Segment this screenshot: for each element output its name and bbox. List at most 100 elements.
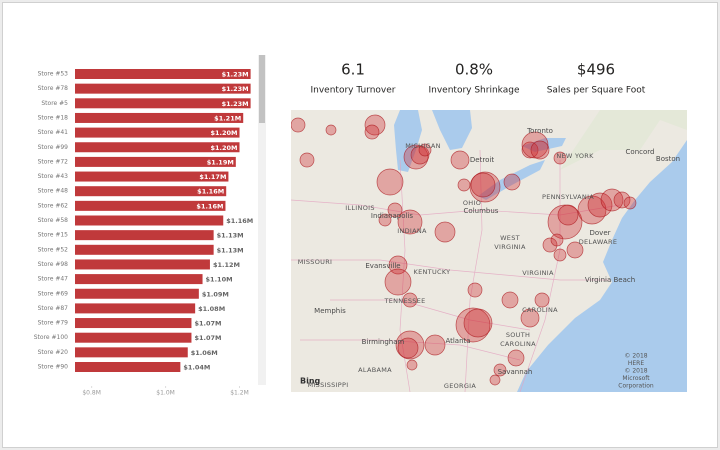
bubble (547, 204, 583, 240)
bubble (503, 173, 521, 191)
bubble (520, 308, 540, 328)
value-label: $1.07M (194, 334, 221, 342)
map-label: Indianapolis (371, 212, 414, 220)
bubbles (291, 114, 637, 386)
lake (522, 138, 566, 152)
bubble (450, 150, 470, 170)
value-label: $1.17M (199, 173, 226, 181)
bar (75, 362, 181, 372)
bubble (402, 292, 418, 308)
bar (75, 200, 226, 211)
category-label: Store #20 (38, 349, 69, 356)
bubble (457, 178, 471, 192)
category-label: Store #47 (38, 276, 69, 283)
bubble (364, 114, 386, 136)
kpi-value: 6.1 (341, 61, 365, 79)
map[interactable]: MICHIGAN Toronto NEW YORK Detroit ConcordBos… (291, 110, 687, 392)
kpi-label: Inventory Shrinkage (429, 86, 520, 96)
bubble (291, 117, 306, 133)
bar (75, 332, 192, 343)
category-label: Store #53 (38, 71, 69, 78)
value-label: $1.23M (222, 85, 249, 93)
bubble (397, 209, 423, 235)
category-label: Store #52 (38, 246, 69, 253)
value-label: $1.20M (210, 144, 237, 152)
category-label: Store #15 (38, 232, 69, 239)
bubble (566, 241, 584, 259)
bar (75, 83, 251, 94)
value-label: $1.10M (206, 276, 233, 284)
map-label: VIRGINIA (494, 243, 526, 251)
bubble (530, 140, 550, 160)
map-labels: MICHIGAN Toronto NEW YORK Detroit ConcordBos… (298, 127, 680, 390)
value-label: $1.07M (194, 320, 221, 328)
value-label: $1.13M (217, 232, 244, 240)
value-label: $1.04M (183, 364, 210, 372)
bubble (550, 233, 564, 247)
map-region (560, 110, 687, 170)
x-tick-label: $0.8M (82, 390, 101, 397)
bubble (424, 334, 446, 356)
bar (75, 288, 199, 299)
kpi-label: Inventory Turnover (311, 86, 396, 96)
bar (75, 303, 196, 314)
category-label: Store #41 (38, 129, 69, 136)
scroll-thumb[interactable] (259, 55, 265, 123)
category-label: Store #58 (38, 217, 69, 224)
map-label: Columbus (464, 207, 499, 215)
bubble (469, 171, 501, 203)
bubble (542, 237, 558, 253)
bubble (378, 213, 392, 227)
map-brand: Bing (300, 377, 321, 386)
bubble (521, 131, 549, 159)
bar (75, 186, 227, 197)
bubble (534, 292, 550, 308)
lake (478, 160, 545, 200)
map-label: OHIO (463, 199, 481, 207)
map-label: TENNESSEE (383, 297, 425, 305)
value-label: $1.20M (210, 129, 237, 137)
map-label: Concord (626, 148, 655, 156)
bubble (553, 151, 567, 165)
map-label: Savannah (498, 368, 533, 376)
map-label: SOUTH (506, 331, 530, 339)
map-label: MISSISSIPPI (308, 381, 349, 389)
ocean (517, 140, 687, 392)
bubble (623, 196, 637, 210)
bubble (387, 202, 403, 218)
bar (75, 171, 229, 182)
bar (75, 215, 224, 226)
bar (75, 127, 240, 138)
value-label: $1.21M (214, 114, 241, 122)
category-label: Store #69 (38, 290, 69, 297)
bubble (489, 374, 501, 386)
map-label: WEST (500, 234, 520, 242)
map-label: Evansville (365, 262, 400, 270)
bubble (463, 308, 493, 338)
category-label: Store #62 (38, 202, 69, 209)
category-label: Store #43 (38, 173, 69, 180)
value-label: $1.12M (213, 261, 240, 269)
category-label: Store #79 (38, 320, 69, 327)
bar (75, 230, 214, 241)
bubble (455, 307, 491, 343)
bubble (325, 124, 337, 136)
x-tick-label: $1.0M (156, 390, 175, 397)
value-label: $1.19M (207, 158, 234, 166)
map-attribution: HERE (628, 360, 644, 367)
map-label: DELAWARE (579, 238, 618, 246)
bar (75, 156, 236, 167)
map-label: Birmingham (362, 338, 405, 346)
value-label: $1.06M (191, 349, 218, 357)
bubble (406, 359, 418, 371)
map-label: Atlanta (445, 337, 470, 345)
map-label: Dover (590, 229, 611, 237)
value-label: $1.16M (196, 202, 223, 210)
scroll-track[interactable] (258, 55, 266, 385)
bubble (376, 168, 404, 196)
bubble (587, 192, 613, 218)
bubble (507, 349, 525, 367)
bar (75, 347, 188, 358)
category-label: Store #18 (38, 114, 69, 121)
map-label: Virginia Beach (585, 276, 635, 284)
